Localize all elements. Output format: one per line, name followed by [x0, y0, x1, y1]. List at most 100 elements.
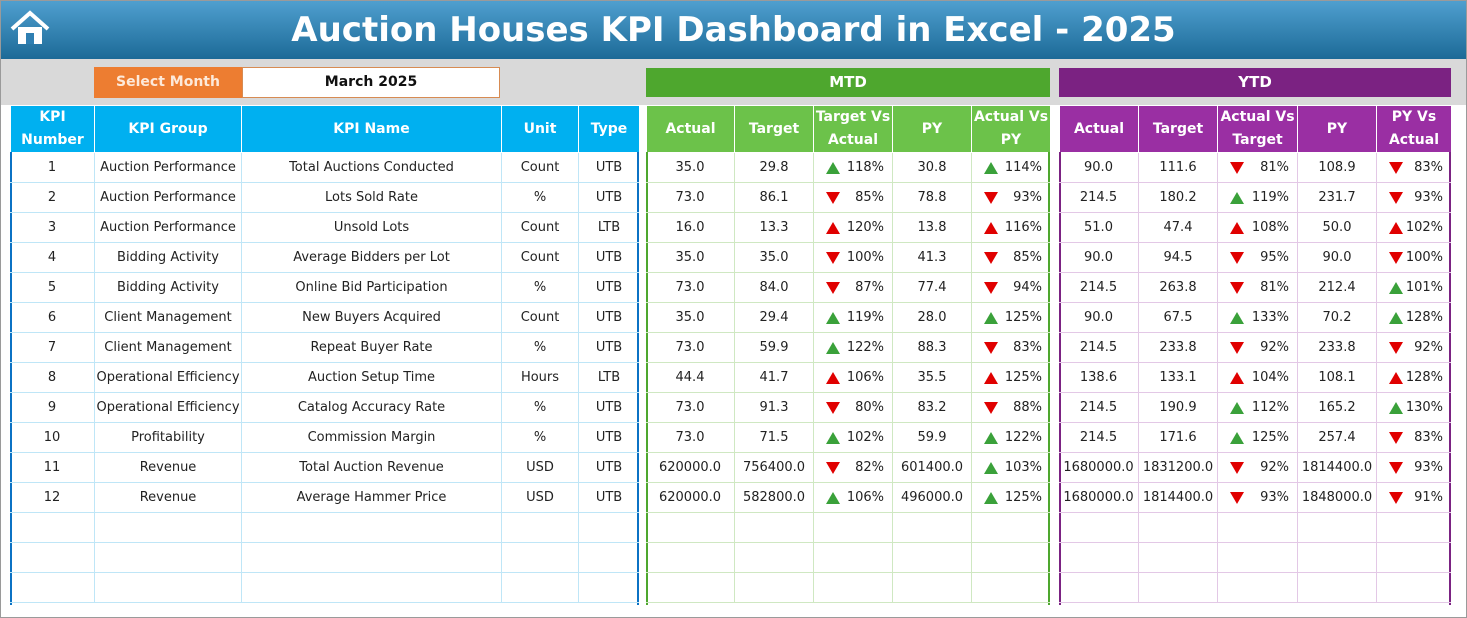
percent-cell: 128% — [1376, 363, 1451, 393]
arrow — [1230, 191, 1244, 204]
table-cell: 6 — [10, 303, 94, 333]
title-bar: Auction Houses KPI Dashboard in Excel - … — [1, 1, 1466, 59]
percent-cell: 106% — [813, 483, 892, 513]
arrow — [984, 491, 998, 504]
arrow-shape — [826, 191, 840, 204]
table-cell: 214.5 — [1059, 183, 1138, 213]
table-cell: Operational Efficiency — [94, 393, 241, 423]
arrow — [1389, 461, 1403, 474]
empty-cell — [1059, 513, 1138, 543]
table-cell: 10 — [10, 423, 94, 453]
percent-cell: 119% — [1217, 183, 1297, 213]
table-cell: Commission Margin — [241, 423, 501, 453]
arrow-shape — [1230, 461, 1244, 474]
empty-cell — [1376, 543, 1451, 573]
percent-value: 125% — [1004, 310, 1042, 325]
empty-cell — [646, 573, 734, 603]
table-cell: 41.3 — [892, 243, 971, 273]
arrow — [826, 341, 840, 354]
percent-cell: 85% — [971, 243, 1050, 273]
percent-value: 92% — [1414, 340, 1443, 355]
table-cell: UTB — [578, 153, 639, 183]
arrow-shape — [826, 491, 840, 504]
percent-value: 130% — [1405, 400, 1443, 415]
table-cell: 88.3 — [892, 333, 971, 363]
arrow — [1389, 161, 1403, 174]
table-cell: Lots Sold Rate — [241, 183, 501, 213]
home-icon[interactable] — [9, 9, 51, 47]
arrow-shape — [1230, 191, 1244, 204]
table-cell: Unsold Lots — [241, 213, 501, 243]
table-cell: UTB — [578, 483, 639, 513]
percent-cell: 100% — [1376, 243, 1451, 273]
percent-cell: 122% — [813, 333, 892, 363]
arrow-shape — [1230, 491, 1244, 504]
arrow-shape — [1230, 371, 1244, 384]
column-header: Type — [578, 106, 639, 152]
table-cell: 601400.0 — [892, 453, 971, 483]
table-cell: 90.0 — [1059, 153, 1138, 183]
percent-cell: 95% — [1217, 243, 1297, 273]
table-cell: LTB — [578, 213, 639, 243]
empty-cell — [501, 513, 578, 543]
empty-cell — [578, 513, 639, 543]
percent-cell: 104% — [1217, 363, 1297, 393]
table-cell: 73.0 — [646, 273, 734, 303]
table-cell: UTB — [578, 273, 639, 303]
arrow — [984, 311, 998, 324]
arrow — [826, 371, 840, 384]
table-cell: 73.0 — [646, 393, 734, 423]
arrow-shape — [826, 431, 840, 444]
table-cell: 231.7 — [1297, 183, 1376, 213]
arrow-shape — [984, 341, 998, 354]
percent-value: 103% — [1004, 460, 1042, 475]
month-select[interactable]: March 2025 — [242, 67, 500, 98]
empty-cell — [94, 543, 241, 573]
arrow — [984, 221, 998, 234]
table-cell: 47.4 — [1138, 213, 1217, 243]
empty-cell — [813, 543, 892, 573]
table-cell: Auction Performance — [94, 153, 241, 183]
percent-value: 114% — [1004, 160, 1042, 175]
arrow — [826, 401, 840, 414]
empty-cell — [1297, 573, 1376, 603]
percent-value: 80% — [855, 400, 884, 415]
table-cell: 90.0 — [1059, 243, 1138, 273]
table-cell: 1831200.0 — [1138, 453, 1217, 483]
table-cell: 263.8 — [1138, 273, 1217, 303]
arrow-shape — [984, 161, 998, 174]
arrow — [984, 161, 998, 174]
percent-cell: 125% — [971, 303, 1050, 333]
table-cell: 1680000.0 — [1059, 453, 1138, 483]
empty-cell — [1297, 513, 1376, 543]
table-cell: 108.1 — [1297, 363, 1376, 393]
filter-label: Select Month — [94, 67, 242, 98]
table-cell: 1 — [10, 153, 94, 183]
empty-cell — [892, 573, 971, 603]
percent-cell: 93% — [1217, 483, 1297, 513]
table-cell: LTB — [578, 363, 639, 393]
table-cell: 1814400.0 — [1138, 483, 1217, 513]
percent-cell: 81% — [1217, 153, 1297, 183]
arrow-shape — [984, 221, 998, 234]
table-cell: 257.4 — [1297, 423, 1376, 453]
table-cell: 756400.0 — [734, 453, 813, 483]
percent-value: 83% — [1013, 340, 1042, 355]
empty-cell — [94, 513, 241, 543]
table-cell: % — [501, 393, 578, 423]
percent-cell: 100% — [813, 243, 892, 273]
percent-cell: 112% — [1217, 393, 1297, 423]
ytd-header: YTD — [1059, 68, 1451, 97]
table-cell: 4 — [10, 243, 94, 273]
arrow-shape — [1389, 281, 1403, 294]
column-header: PY Vs Actual — [1376, 106, 1451, 152]
column-header: Unit — [501, 106, 578, 152]
arrow — [984, 461, 998, 474]
table-cell: 91.3 — [734, 393, 813, 423]
table-cell: USD — [501, 453, 578, 483]
column-header: Actual — [1059, 106, 1138, 152]
empty-cell — [501, 573, 578, 603]
empty-cell — [646, 543, 734, 573]
percent-cell: 116% — [971, 213, 1050, 243]
